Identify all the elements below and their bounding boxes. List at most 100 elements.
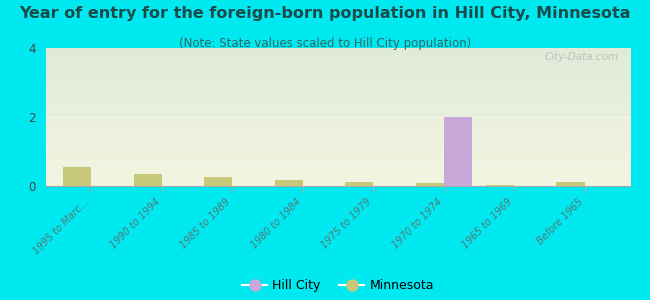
Text: (Note: State values scaled to Hill City population): (Note: State values scaled to Hill City …: [179, 38, 471, 50]
Bar: [46, 110, 630, 111]
Bar: [46, 107, 630, 108]
Bar: [46, 182, 630, 183]
Bar: [46, 151, 630, 152]
Bar: [46, 50, 630, 51]
Bar: [46, 98, 630, 99]
Bar: [46, 56, 630, 57]
Bar: [46, 116, 630, 117]
Bar: [46, 155, 630, 156]
Bar: [46, 160, 630, 161]
Bar: [46, 133, 630, 134]
Bar: [46, 185, 630, 186]
Bar: [46, 137, 630, 138]
Bar: [46, 122, 630, 123]
Bar: [46, 124, 630, 125]
Bar: [46, 103, 630, 104]
Bar: [46, 104, 630, 105]
Text: City-Data.com: City-Data.com: [545, 52, 619, 62]
Bar: [46, 165, 630, 166]
Bar: [46, 101, 630, 102]
Bar: [46, 132, 630, 133]
Bar: [46, 169, 630, 170]
Bar: [46, 181, 630, 182]
Bar: [46, 106, 630, 107]
Bar: [46, 94, 630, 95]
Bar: [46, 100, 630, 101]
Bar: [46, 93, 630, 94]
Bar: [46, 67, 630, 68]
Bar: [46, 81, 630, 82]
Bar: [46, 145, 630, 146]
Bar: [46, 65, 630, 66]
Bar: [46, 70, 630, 71]
Bar: [46, 141, 630, 142]
Bar: [46, 154, 630, 155]
Bar: [46, 72, 630, 73]
Bar: [46, 78, 630, 79]
Bar: [46, 143, 630, 144]
Bar: [46, 77, 630, 78]
Bar: [46, 183, 630, 184]
Bar: [46, 167, 630, 168]
Bar: [46, 111, 630, 112]
Bar: [46, 60, 630, 61]
Bar: [46, 68, 630, 69]
Bar: [46, 161, 630, 162]
Bar: [46, 118, 630, 119]
Bar: [46, 100, 630, 101]
Bar: [46, 146, 630, 147]
Bar: [46, 97, 630, 98]
Bar: [46, 71, 630, 72]
Bar: [46, 85, 630, 86]
Bar: [46, 128, 630, 129]
Bar: [46, 180, 630, 181]
Bar: [46, 54, 630, 55]
Bar: [46, 90, 630, 91]
Bar: [46, 139, 630, 140]
Bar: [46, 130, 630, 131]
Bar: [46, 82, 630, 83]
Bar: [46, 109, 630, 110]
Bar: [46, 172, 630, 173]
Bar: [46, 53, 630, 54]
Bar: [46, 113, 630, 114]
Bar: [46, 148, 630, 149]
Bar: [46, 61, 630, 62]
Bar: [46, 164, 630, 165]
Bar: [415, 183, 444, 186]
Bar: [46, 117, 630, 118]
Bar: [46, 178, 630, 179]
Bar: [46, 86, 630, 87]
Bar: [46, 129, 630, 130]
Bar: [46, 83, 630, 84]
Bar: [46, 134, 630, 135]
Bar: [46, 63, 630, 64]
Bar: [46, 177, 630, 178]
Bar: [46, 66, 630, 67]
Bar: [46, 174, 630, 175]
Text: Year of entry for the foreign-born population in Hill City, Minnesota: Year of entry for the foreign-born popul…: [20, 6, 630, 21]
Bar: [46, 88, 630, 89]
Bar: [274, 180, 303, 186]
Bar: [46, 48, 630, 49]
Bar: [46, 87, 630, 88]
Bar: [134, 174, 162, 186]
Bar: [46, 120, 630, 121]
Bar: [46, 119, 630, 120]
Bar: [46, 144, 630, 145]
Bar: [46, 55, 630, 56]
Bar: [46, 127, 630, 128]
Bar: [46, 59, 630, 60]
Bar: [46, 62, 630, 63]
Bar: [46, 158, 630, 159]
Bar: [46, 69, 630, 70]
Bar: [46, 142, 630, 143]
Bar: [204, 177, 232, 186]
Bar: [46, 162, 630, 163]
Bar: [46, 138, 630, 139]
Bar: [46, 118, 630, 119]
Bar: [46, 95, 630, 96]
Bar: [345, 182, 373, 186]
Bar: [46, 105, 630, 106]
Bar: [46, 76, 630, 77]
